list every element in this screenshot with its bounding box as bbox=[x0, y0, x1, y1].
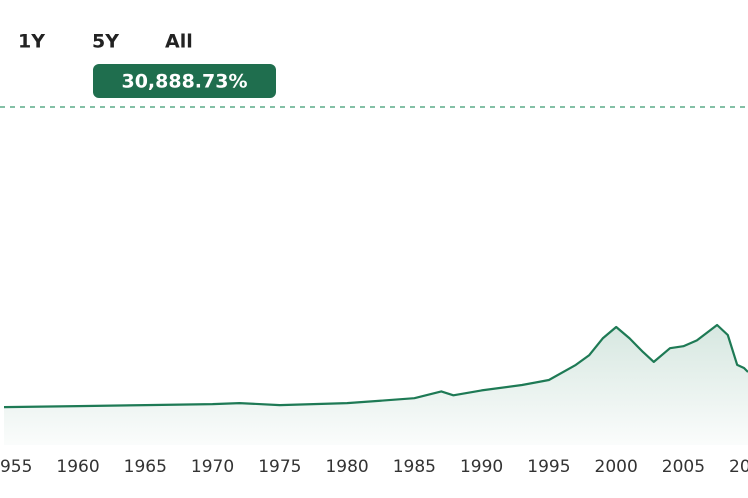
x-tick-label: 1970 bbox=[191, 457, 234, 477]
value-badge bbox=[93, 63, 276, 98]
x-tick-label: 2000 bbox=[595, 457, 638, 477]
value-badge-label: 30,888.73% bbox=[121, 70, 247, 92]
area bbox=[4, 325, 748, 445]
range-button[interactable]: All bbox=[165, 31, 193, 53]
x-tick-label: 1965 bbox=[124, 457, 167, 477]
x-tick-label: 2010 bbox=[729, 457, 748, 477]
x-tick-label: 1990 bbox=[460, 457, 503, 477]
range-button[interactable]: 5Y bbox=[92, 31, 119, 53]
x-tick-label: 1985 bbox=[393, 457, 436, 477]
x-tick-label: 1995 bbox=[527, 457, 570, 477]
x-tick-label: 2005 bbox=[662, 457, 705, 477]
x-tick-label: 1980 bbox=[325, 457, 368, 477]
range-button[interactable]: 1Y bbox=[18, 31, 45, 53]
x-tick-label: 1975 bbox=[258, 457, 301, 477]
x-tick-label: 1960 bbox=[56, 457, 99, 477]
x-tick-label: 1955 bbox=[0, 457, 32, 477]
line bbox=[3, 323, 748, 409]
